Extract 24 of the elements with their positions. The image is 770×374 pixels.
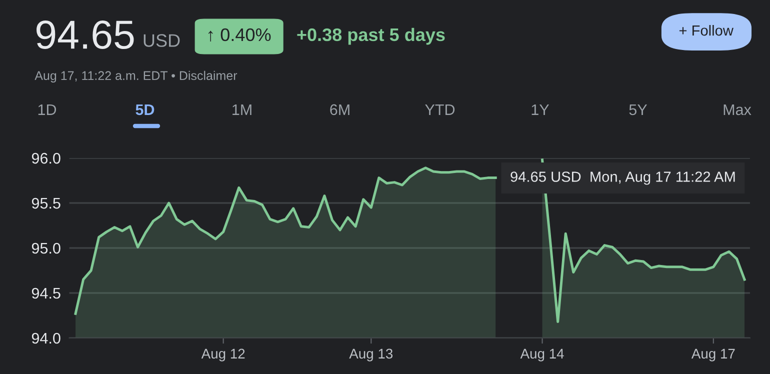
x-tick-label: Aug 17 (691, 348, 735, 362)
text: 5D (136, 104, 154, 116)
text: ↑ 0.40% (208, 28, 271, 42)
x-tick-label: Aug 13 (349, 348, 393, 362)
annotation: 94.65 USD Mon, Aug 17 11:22 AM (510, 172, 735, 185)
chart-title: 94.65 (36, 20, 134, 50)
text: 1M (232, 104, 252, 115)
text: USD (144, 34, 180, 47)
y-tick-label: 95.0 (32, 242, 60, 254)
y-tick-label: 96.0 (32, 152, 60, 164)
y-tick-label: 94.0 (32, 332, 60, 344)
x-tick-label: Aug 14 (520, 348, 564, 362)
text: +0.38 past 5 days (297, 28, 445, 45)
y-tick-label: 95.5 (32, 198, 60, 209)
text: Aug 17, 11:22 a.m. EDT • Disclaimer (34, 70, 238, 82)
y-tick-label: 94.5 (32, 288, 60, 299)
x-tick-label: Aug 12 (201, 348, 245, 362)
text: 6M (330, 104, 350, 116)
text: Max (724, 104, 752, 116)
text: 1D (38, 104, 56, 115)
text: 5Y (629, 104, 648, 116)
text: 1Y (532, 104, 550, 115)
text: + Follow (679, 24, 734, 36)
text: YTD (425, 104, 455, 115)
